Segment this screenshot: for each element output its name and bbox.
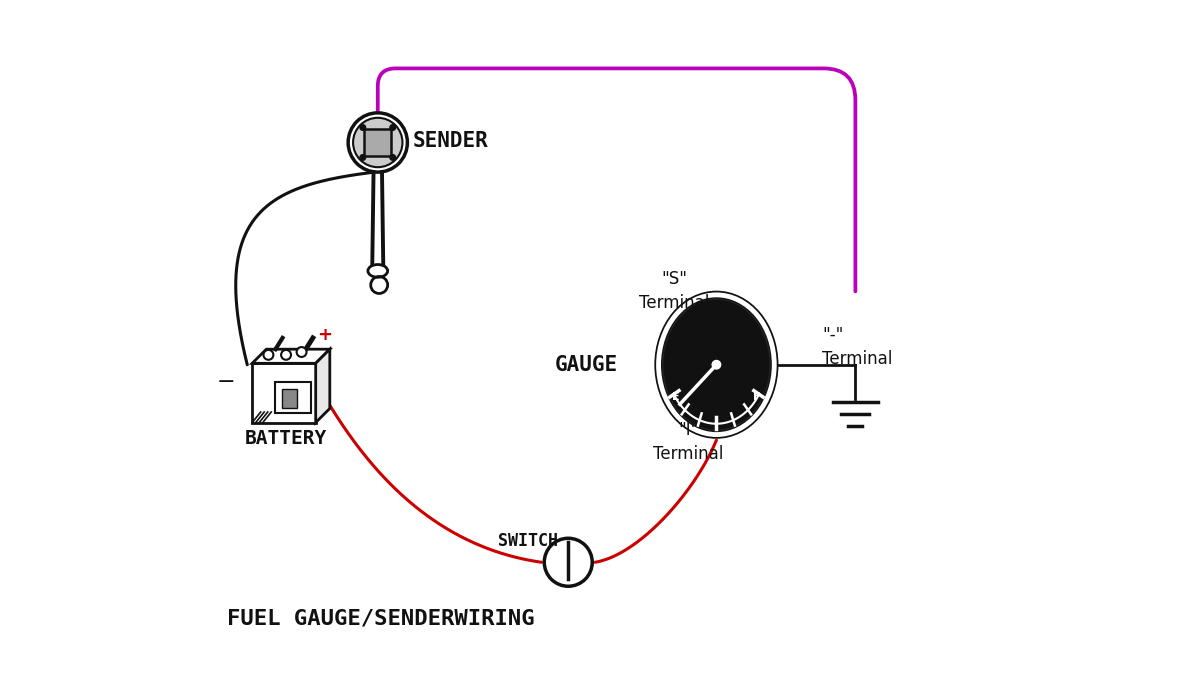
Circle shape xyxy=(264,350,274,360)
Text: "-": "-" xyxy=(822,326,844,344)
Text: GAUGE: GAUGE xyxy=(554,355,618,375)
Text: FUEL GAUGE/SENDERWIRING: FUEL GAUGE/SENDERWIRING xyxy=(228,608,535,628)
Text: F: F xyxy=(754,392,761,402)
Text: SENDER: SENDER xyxy=(413,131,488,151)
Text: BATTERY: BATTERY xyxy=(245,429,328,448)
Circle shape xyxy=(348,113,407,172)
Ellipse shape xyxy=(659,295,774,435)
Circle shape xyxy=(712,361,721,369)
Text: Terminal: Terminal xyxy=(638,293,709,312)
Text: Terminal: Terminal xyxy=(822,350,893,368)
Text: SWITCH: SWITCH xyxy=(498,532,558,550)
Text: +: + xyxy=(317,326,332,344)
Text: "S": "S" xyxy=(661,270,688,287)
FancyBboxPatch shape xyxy=(282,389,298,408)
Text: "I": "I" xyxy=(678,421,698,439)
Circle shape xyxy=(296,347,306,357)
Ellipse shape xyxy=(656,293,776,437)
Polygon shape xyxy=(252,363,316,423)
FancyBboxPatch shape xyxy=(365,129,391,156)
Circle shape xyxy=(390,155,396,160)
Text: −: − xyxy=(217,372,235,392)
Ellipse shape xyxy=(662,299,770,430)
Text: E: E xyxy=(672,392,679,402)
Text: Terminal: Terminal xyxy=(653,446,724,463)
Ellipse shape xyxy=(368,264,388,277)
FancyBboxPatch shape xyxy=(275,382,312,413)
Circle shape xyxy=(360,125,366,131)
Polygon shape xyxy=(252,349,330,363)
Polygon shape xyxy=(316,349,330,423)
Circle shape xyxy=(390,125,396,131)
Circle shape xyxy=(353,118,402,167)
Circle shape xyxy=(545,538,593,586)
Circle shape xyxy=(281,350,290,360)
Circle shape xyxy=(360,155,366,160)
